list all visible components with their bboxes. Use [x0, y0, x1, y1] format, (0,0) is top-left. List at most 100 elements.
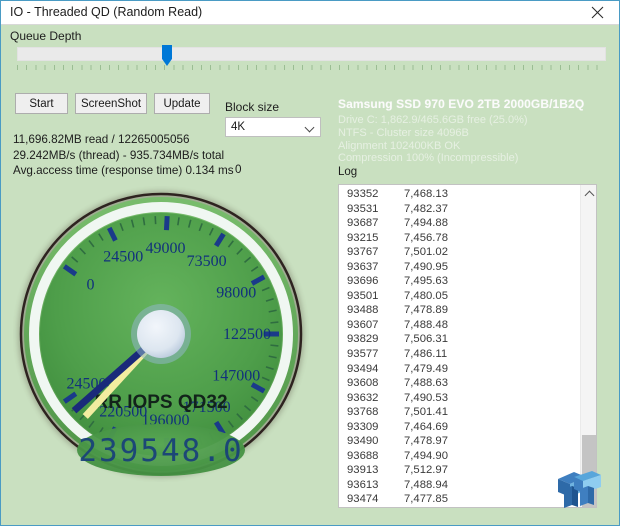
- gauge-minor-tick: [243, 256, 252, 264]
- log-row: 93607 7,488.48: [339, 318, 579, 333]
- gauge-minor-tick: [142, 217, 146, 226]
- svg-text:RR IOPS QD32: RR IOPS QD32: [94, 392, 227, 413]
- gauge-tick-label: 49000: [146, 240, 186, 257]
- log-label: Log: [338, 166, 358, 178]
- log-throughput: 7,464.69: [404, 420, 448, 433]
- drive-info-line: Alignment 102400KB OK: [338, 139, 461, 152]
- gauge-minor-tick: [268, 309, 277, 313]
- queue-depth-label: Queue Depth: [10, 29, 82, 43]
- log-row: 93490 7,478.97: [339, 434, 579, 449]
- log-throughput: 7,494.88: [404, 217, 448, 230]
- log-throughput: 7,480.05: [404, 289, 448, 302]
- log-list: 93352 7,468.13 93531 7,482.37 93687 7,494.88 9…: [339, 187, 579, 508]
- gauge-minor-tick: [71, 256, 79, 263]
- log-throughput: 7,482.37: [404, 202, 448, 215]
- svg-text:239548.0: 239548.0: [78, 433, 243, 469]
- log-row: 93637 7,490.95: [339, 260, 579, 275]
- log-row: 93632 7,490.53: [339, 391, 579, 406]
- log-throughput: 7,490.53: [404, 391, 448, 404]
- log-throughput: 7,494.90: [404, 449, 448, 462]
- stats-block: 11,696.82MB read / 12265005056 29.242MB/…: [13, 132, 234, 179]
- block-size-value: 4K: [231, 121, 246, 133]
- log-iops: 93577: [347, 348, 379, 361]
- gauge-major-tick: [163, 216, 170, 231]
- gauge-minor-tick: [208, 227, 214, 236]
- stat-read-total: 11,696.82MB read / 12265005056: [13, 133, 190, 146]
- gauge-minor-tick: [236, 247, 243, 255]
- gauge-tick-label: 171500: [183, 399, 231, 416]
- gauge-minor-tick: [261, 376, 270, 382]
- gauge-minor-tick: [227, 240, 234, 248]
- gauge-minor-tick: [243, 404, 252, 412]
- log-row: 93352 7,468.13: [339, 187, 579, 202]
- log-throughput: 7,488.48: [404, 318, 448, 331]
- gauge-tick-label: 147000: [212, 368, 260, 385]
- log-iops: 93531: [347, 202, 379, 215]
- log-throughput: 7,501.02: [404, 246, 448, 259]
- queue-depth-slider[interactable]: [17, 45, 606, 70]
- close-icon[interactable]: [575, 1, 619, 24]
- log-throughput: 7,486.11: [404, 348, 448, 361]
- log-min-access: Min acc. 0.05998ms: [339, 507, 579, 508]
- gauge-tick-label: 220500: [99, 403, 147, 420]
- drive-info-line: Drive C: 1,862.9/465.6GB free (25.0%): [338, 114, 528, 126]
- log-iops: 93215: [347, 231, 379, 244]
- slider-thumb[interactable]: [162, 45, 172, 66]
- gauge-minor-tick: [265, 366, 274, 371]
- log-row: 93608 7,488.63: [339, 376, 579, 391]
- log-row: 93577 7,486.11: [339, 347, 579, 362]
- log-iops: 93309: [347, 420, 379, 433]
- gauge-minor-tick: [261, 286, 270, 292]
- chevron-down-icon: [306, 124, 314, 129]
- gauge-minor-tick: [130, 219, 135, 228]
- gauge-minor-tick: [119, 222, 124, 232]
- log-throughput: 7,488.94: [404, 478, 448, 491]
- log-throughput: 7,479.49: [404, 362, 448, 375]
- stat-throughput: 29.242MB/s (thread) - 935.734MB/s total: [13, 148, 225, 162]
- gauge-minor-tick: [198, 223, 203, 232]
- log-iops: 93637: [347, 260, 379, 273]
- gauge-major-tick: [213, 232, 226, 248]
- scroll-up-icon[interactable]: [581, 185, 596, 202]
- screenshot-button[interactable]: ScreenShot: [75, 93, 147, 114]
- gauge-minor-tick: [250, 266, 259, 272]
- log-row: 93215 7,456.78: [339, 231, 579, 246]
- log-iops: 93913: [347, 464, 379, 477]
- log-row: 93531 7,482.37: [339, 202, 579, 217]
- log-row: 93688 7,494.90: [339, 449, 579, 464]
- gauge-minor-tick: [250, 396, 259, 402]
- log-iops: 93608: [347, 377, 379, 390]
- log-throughput: 7,490.95: [404, 260, 448, 273]
- gauge-minor-tick: [265, 297, 274, 302]
- log-row: 93613 7,488.94: [339, 478, 579, 493]
- slider-track[interactable]: [17, 47, 606, 61]
- gauge-minor-tick: [268, 355, 277, 359]
- log-scrollbar[interactable]: [580, 185, 596, 507]
- block-size-select[interactable]: 4K: [225, 117, 321, 137]
- log-throughput: 7,488.63: [404, 377, 448, 390]
- iops-gauge: 0 24500 49000 73500 98000 122500 147000 171500 1…: [13, 186, 309, 482]
- log-iops: 93490: [347, 435, 379, 448]
- log-throughput: 7,512.97: [404, 464, 448, 477]
- gauge-minor-tick: [270, 321, 279, 324]
- log-throughput: 7,468.13: [404, 188, 448, 200]
- gauge-tick-label: 73500: [187, 253, 227, 270]
- log-iops: 93494: [347, 362, 379, 375]
- stat-access-time: Avg.access time (response time) 0.134 ms: [13, 164, 234, 177]
- gauge-minor-tick: [98, 233, 104, 241]
- log-row: 93913 7,512.97: [339, 463, 579, 478]
- gauge-major-tick: [62, 264, 78, 277]
- gauge-minor-tick: [79, 247, 87, 255]
- tt-logo: [552, 467, 602, 515]
- log-iops: 93632: [347, 391, 379, 404]
- log-throughput: 7,477.85: [404, 493, 448, 506]
- log-iops: 93696: [347, 275, 379, 288]
- start-button[interactable]: Start: [15, 93, 68, 114]
- update-button[interactable]: Update: [154, 93, 210, 114]
- log-row: 93309 7,464.69: [339, 420, 579, 435]
- log-box[interactable]: 93352 7,468.13 93531 7,482.37 93687 7,494.88 9…: [338, 184, 597, 508]
- gauge-minor-tick: [177, 217, 180, 226]
- block-size-label: Block size: [225, 100, 280, 114]
- log-row: 93696 7,495.63: [339, 274, 579, 289]
